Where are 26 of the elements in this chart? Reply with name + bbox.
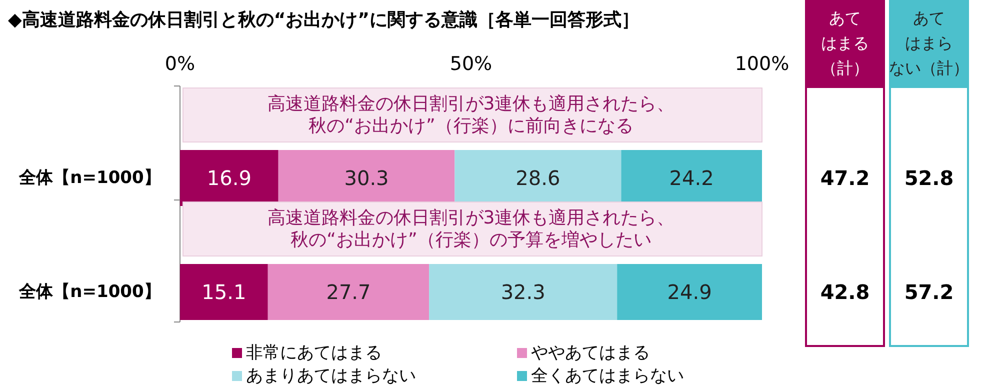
x-tick-label: 0% <box>164 53 196 75</box>
data-label: 30.3 <box>344 166 389 190</box>
bar <box>268 264 430 320</box>
data-label: 28.6 <box>516 166 560 190</box>
annotation: 高速道路料金の休日割引が3連休も適用されたら、 <box>267 94 675 114</box>
bar <box>429 264 618 320</box>
y-tick-label: 全体【n=1000】 <box>18 282 161 302</box>
data-label: 24.2 <box>669 166 714 190</box>
x-tick-label: 50% <box>450 53 492 75</box>
data-label: 27.7 <box>326 280 371 304</box>
y-tick-label: 全体【n=1000】 <box>18 168 161 188</box>
x-tick-label: 100% <box>734 53 790 75</box>
annotation: 高速道路料金の休日割引が3連休も適用されたら、 <box>267 208 675 228</box>
legend-label: 非常にあてはまる <box>246 343 382 363</box>
data-label: 24.9 <box>667 280 712 304</box>
data-label: 16.9 <box>206 166 252 190</box>
legend-label: あまりあてはまらない <box>246 366 416 386</box>
annotation: 秋の“お出かけ”（行楽）に前向きになる <box>308 116 634 136</box>
chart-title: ◆高速道路料金の休日割引と秋の“お出かけ”に関する意識［各単一回答形式］ <box>8 10 640 30</box>
legend-label: 全くあてはまらない <box>531 366 684 386</box>
legend-label: ややあてはまる <box>531 343 650 363</box>
data-label: 32.3 <box>500 280 546 304</box>
bar <box>180 264 268 320</box>
data-label: 15.1 <box>202 280 246 304</box>
bar <box>617 264 762 320</box>
annotation: 秋の“お出かけ”（行楽）の予算を増やしたい <box>290 230 652 250</box>
